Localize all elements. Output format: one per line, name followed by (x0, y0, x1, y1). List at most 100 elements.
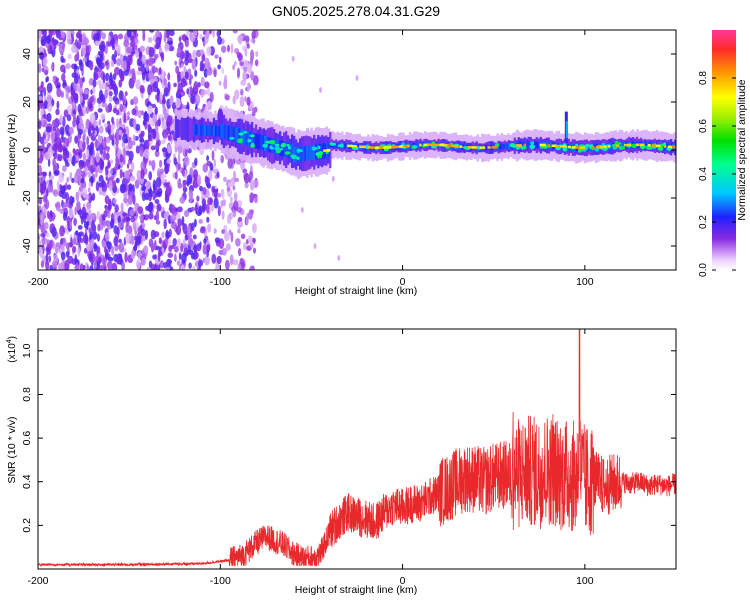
heatmap-cell (167, 259, 173, 265)
heatmap-cell (139, 45, 146, 53)
heatmap-cell (104, 60, 109, 66)
heatmap-cell (43, 86, 47, 97)
heatmap-cell (205, 203, 210, 214)
heatmap-cell (185, 147, 188, 157)
heatmap-cell (351, 145, 357, 148)
heatmap-cell (214, 237, 221, 244)
heatmap-cell (87, 171, 92, 178)
heatmap-cell (311, 144, 314, 160)
heatmap-cell (359, 145, 366, 149)
heatmap-cell (159, 67, 162, 75)
heatmap-cell (280, 144, 285, 148)
colorbar-gradient (712, 30, 736, 270)
heatmap-cell (115, 128, 119, 140)
heatmap-cell (269, 139, 276, 145)
heatmap-cell (202, 243, 207, 255)
heatmap-cell (96, 211, 101, 220)
heatmap-cell (244, 96, 247, 102)
heatmap-cell (95, 32, 101, 42)
heatmap-cell (49, 210, 53, 219)
heatmap-cell (407, 144, 410, 147)
heatmap-cell (117, 164, 121, 170)
heatmap-cell (202, 187, 207, 195)
heatmap-cell (108, 180, 113, 191)
heatmap-cell (181, 34, 187, 42)
heatmap-cell (599, 145, 607, 149)
heatmap-cell (203, 68, 208, 78)
heatmap-cell (204, 81, 210, 89)
heatmap-cell (128, 54, 133, 66)
heatmap-cell (155, 176, 162, 188)
heatmap-cell (594, 144, 597, 151)
heatmap-cell (198, 219, 203, 224)
heatmap-cell (131, 72, 136, 84)
snr-y-tick-label: 0.4 (21, 474, 33, 489)
heatmap-cell (163, 87, 169, 97)
heatmap-cell (65, 192, 70, 203)
heatmap-cell (304, 145, 307, 161)
heatmap-cell (98, 182, 104, 188)
heatmap-cell (367, 146, 372, 149)
heatmap-cell (40, 260, 45, 268)
heatmap-cell (256, 133, 259, 149)
heatmap-cell (132, 221, 137, 231)
heatmap-cell (141, 71, 146, 81)
heatmap-cell (330, 142, 337, 146)
heatmap-cell (166, 158, 171, 164)
heatmap-cell (88, 192, 93, 204)
heatmap-cell (262, 143, 269, 148)
heatmap-cell (63, 207, 68, 214)
heatmap-cell (69, 171, 73, 181)
heatmap-cell (174, 115, 177, 141)
snr-x-tick-label: 100 (576, 575, 594, 587)
heatmap-cell (208, 30, 212, 35)
heatmap-cell (39, 51, 45, 60)
heatmap-cell (85, 118, 91, 130)
heatmap-cell (651, 144, 657, 147)
heatmap-cell (302, 146, 305, 162)
heatmap-cell (46, 112, 52, 123)
heatmap-cell (43, 138, 49, 144)
heatmap-cell (123, 191, 128, 199)
heatmap-cell (152, 112, 158, 124)
heatmap-cell (122, 104, 127, 113)
heatmap-cell (62, 211, 68, 221)
heatmap-cell (108, 91, 113, 97)
heatmap-cell (107, 256, 114, 262)
heatmap-cell (89, 176, 94, 184)
heatmap-cell (537, 141, 540, 149)
heatmap-cell (142, 222, 146, 230)
heatmap-cell (232, 259, 239, 266)
heatmap-cell (530, 141, 535, 145)
heatmap-cell (66, 30, 72, 40)
heatmap-cell (116, 44, 121, 54)
heatmap-cell (157, 114, 164, 119)
heatmap-cell (209, 125, 212, 137)
heatmap-cell (108, 198, 112, 205)
heatmap-cell (105, 176, 109, 181)
heatmap-cell (81, 47, 86, 56)
heatmap-cell (273, 138, 276, 154)
heatmap-cell (239, 96, 245, 108)
heatmap-cell (65, 63, 71, 70)
heatmap-cell (176, 260, 181, 266)
heatmap-cell (146, 267, 150, 270)
heatmap-cell (45, 260, 50, 270)
heatmap-cell (551, 144, 557, 147)
heatmap-cell (149, 30, 155, 33)
heatmap-cell (621, 141, 624, 149)
heatmap-cell (62, 165, 67, 172)
heatmap-cell (118, 79, 123, 88)
heatmap-cell (82, 110, 86, 117)
heatmap-cell (296, 156, 300, 160)
heatmap-cell (225, 94, 230, 101)
heatmap-cell (98, 119, 102, 126)
heatmap-cell (199, 49, 205, 55)
heatmap-cell (49, 264, 53, 270)
heatmap-cell (213, 125, 216, 137)
heatmap-cell (118, 238, 122, 244)
heatmap-cell (335, 142, 338, 148)
heatmap-cell (52, 126, 56, 132)
heatmap-cell (207, 223, 212, 233)
